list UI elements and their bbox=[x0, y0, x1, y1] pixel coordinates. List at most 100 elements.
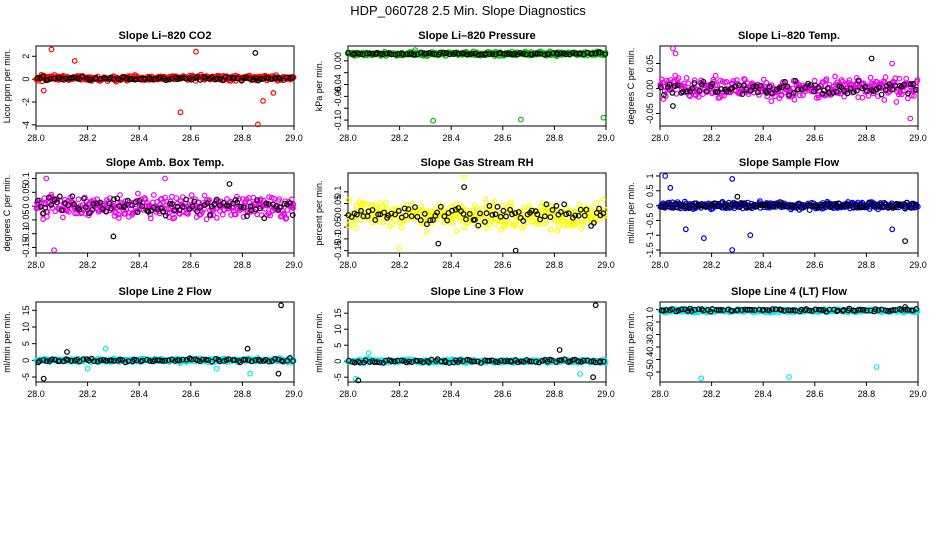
data-point bbox=[284, 201, 290, 208]
data-point bbox=[802, 84, 809, 91]
data-point bbox=[369, 207, 376, 213]
data-point bbox=[114, 195, 121, 202]
y-tick-label: 0 bbox=[333, 359, 343, 364]
data-point bbox=[372, 216, 379, 223]
data-point bbox=[204, 200, 211, 206]
data-point bbox=[271, 195, 277, 202]
y-tick-label: 15 bbox=[333, 308, 343, 318]
data-point bbox=[581, 217, 587, 224]
data-point bbox=[461, 224, 468, 231]
data-point bbox=[590, 374, 596, 381]
data-point bbox=[191, 198, 198, 205]
data-point bbox=[76, 206, 83, 213]
series-all bbox=[33, 175, 297, 254]
data-point bbox=[48, 201, 55, 208]
data-point bbox=[132, 208, 139, 215]
data-point bbox=[446, 51, 453, 58]
panel-5: Slope Gas Stream RH 28.0 28.2 28.4 28.6 28.8 2… bbox=[314, 157, 615, 270]
data-point bbox=[764, 93, 771, 100]
series-all bbox=[657, 305, 921, 382]
y-tick-label: -1 bbox=[645, 231, 655, 239]
data-point bbox=[686, 205, 692, 212]
y-tick-label: 10 bbox=[21, 322, 31, 332]
data-point bbox=[859, 94, 866, 101]
data-point bbox=[515, 209, 522, 215]
y-tick-label: 0.05 bbox=[645, 55, 655, 73]
y-axis-label: ml/min per min. bbox=[626, 311, 636, 373]
data-point bbox=[672, 83, 678, 89]
x-tick-label: 29.0 bbox=[909, 389, 927, 399]
data-point bbox=[90, 197, 97, 204]
data-point bbox=[40, 210, 47, 217]
data-point bbox=[547, 214, 554, 221]
x-tick-label: 28.4 bbox=[442, 389, 460, 399]
data-point bbox=[357, 216, 364, 223]
data-point bbox=[270, 89, 277, 96]
data-point bbox=[461, 184, 468, 191]
y-tick-label: -0.04 bbox=[333, 74, 343, 95]
data-point bbox=[499, 216, 505, 223]
data-point bbox=[414, 213, 421, 220]
data-point bbox=[40, 375, 47, 382]
data-point bbox=[169, 201, 176, 207]
data-point bbox=[129, 202, 136, 208]
data-point bbox=[518, 116, 524, 123]
data-point bbox=[503, 221, 510, 228]
data-point bbox=[179, 74, 186, 81]
data-point bbox=[694, 202, 701, 208]
data-point bbox=[34, 197, 41, 204]
data-point bbox=[865, 92, 872, 99]
data-point bbox=[757, 82, 764, 89]
data-point bbox=[219, 211, 226, 218]
data-point bbox=[508, 199, 514, 206]
data-point bbox=[819, 90, 826, 97]
data-point bbox=[792, 204, 799, 211]
data-point bbox=[714, 82, 720, 89]
data-point bbox=[289, 212, 296, 219]
series-reference bbox=[345, 49, 609, 58]
data-point bbox=[578, 225, 585, 232]
x-tick-label: 28.4 bbox=[442, 260, 460, 270]
series-all bbox=[33, 46, 297, 128]
data-point bbox=[275, 370, 282, 377]
data-point bbox=[896, 75, 903, 82]
data-point bbox=[40, 216, 46, 223]
data-point bbox=[423, 221, 430, 228]
y-axis-label: kPa per min. bbox=[314, 61, 324, 112]
data-point bbox=[566, 51, 573, 58]
data-point bbox=[201, 192, 208, 199]
data-point bbox=[351, 50, 358, 57]
x-tick-label: 28.4 bbox=[754, 133, 772, 143]
data-point bbox=[482, 50, 489, 57]
data-point bbox=[89, 206, 96, 213]
data-point bbox=[855, 77, 862, 84]
data-point bbox=[357, 51, 363, 57]
data-point bbox=[844, 90, 851, 97]
x-tick-label: 28.8 bbox=[546, 260, 564, 270]
data-point bbox=[40, 87, 47, 94]
y-tick-label: -5 bbox=[21, 373, 31, 381]
data-point bbox=[769, 90, 775, 96]
x-tick-label: 28.8 bbox=[234, 133, 252, 143]
data-point bbox=[697, 202, 704, 209]
data-point bbox=[658, 203, 665, 210]
data-point bbox=[706, 202, 713, 209]
data-point bbox=[464, 51, 470, 58]
data-point bbox=[910, 81, 917, 88]
data-point bbox=[596, 205, 602, 212]
data-point bbox=[452, 201, 459, 208]
data-point bbox=[290, 201, 297, 208]
data-point bbox=[290, 205, 296, 212]
data-point bbox=[402, 212, 409, 219]
x-tick-label: 28.0 bbox=[651, 260, 669, 270]
data-point bbox=[207, 211, 213, 218]
data-point bbox=[798, 204, 805, 211]
data-point bbox=[853, 87, 860, 94]
data-point bbox=[786, 92, 792, 98]
y-tick-label: 0 bbox=[21, 358, 31, 363]
data-point bbox=[670, 45, 676, 52]
data-point bbox=[40, 73, 46, 80]
data-point bbox=[489, 211, 496, 218]
data-point bbox=[878, 91, 885, 98]
data-point bbox=[197, 76, 204, 83]
